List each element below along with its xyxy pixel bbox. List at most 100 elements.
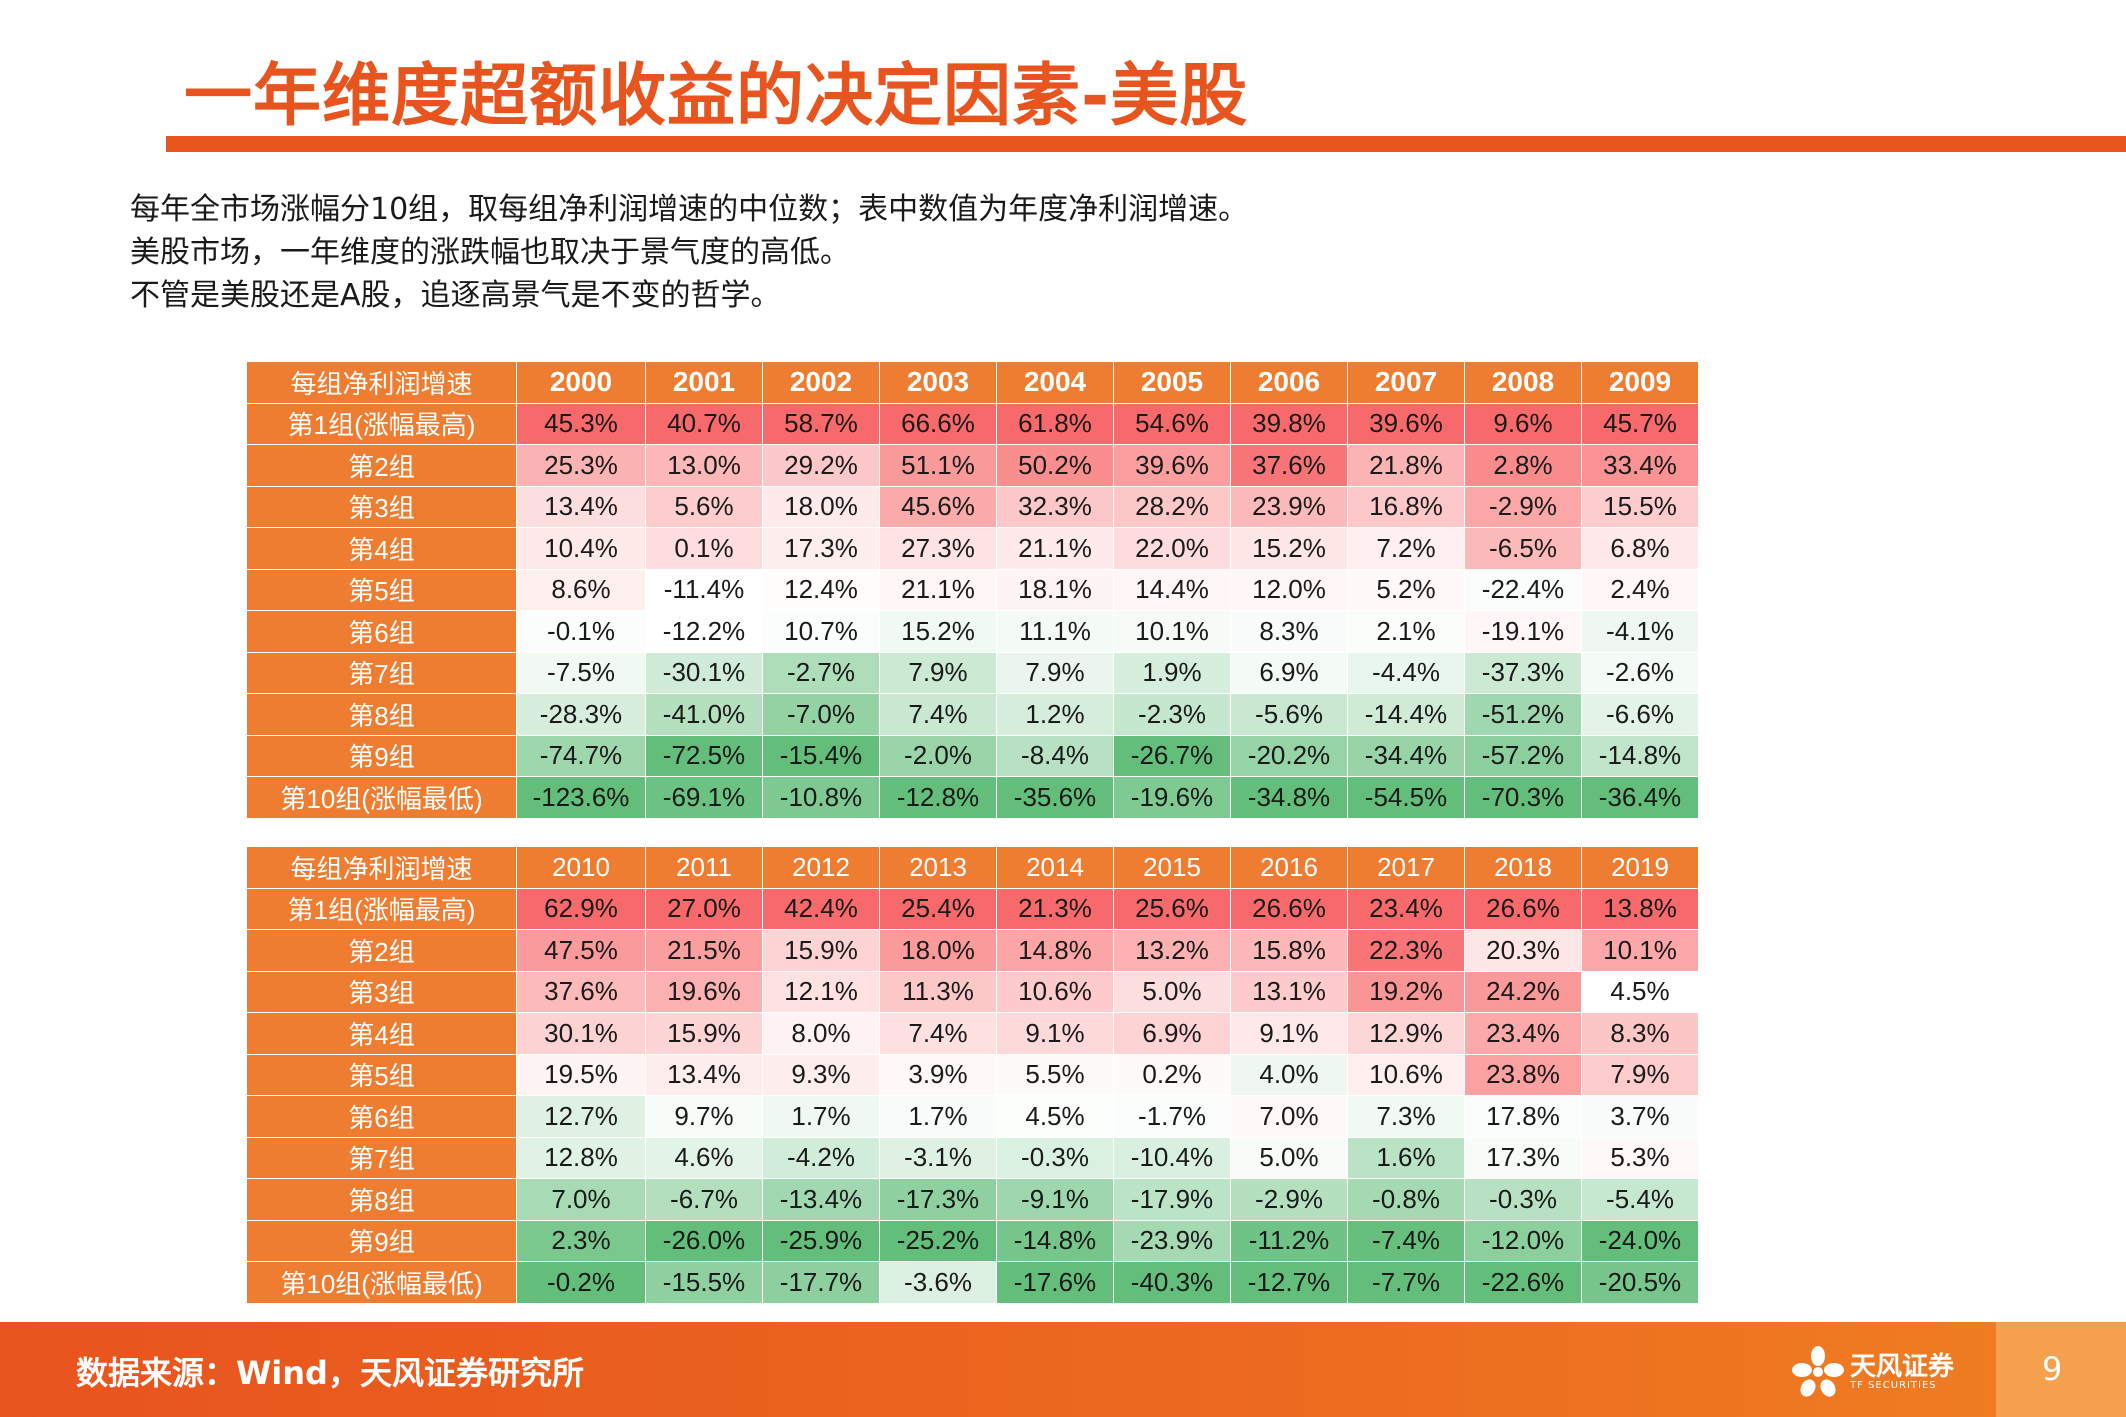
growth-cell: -4.2% [762, 1136, 880, 1179]
growth-cell: 5.6% [645, 485, 763, 528]
growth-cell: -26.7% [1113, 734, 1231, 777]
year-header: 2008 [1464, 361, 1582, 404]
growth-cell: 8.3% [1230, 610, 1348, 653]
year-header: 2017 [1347, 846, 1465, 889]
table-row: 第3组 37.6% 19.6% 12.1% 11.3% 10.6% 5.0% 13.1% 19.… [246, 970, 1699, 1013]
growth-cell: 5.2% [1347, 568, 1465, 611]
growth-cell: -7.0% [762, 693, 880, 736]
growth-cell: -25.9% [762, 1219, 880, 1262]
year-header: 2018 [1464, 846, 1582, 889]
intro-line-3: 不管是美股还是A股，追逐高景气是不变的哲学。 [130, 278, 781, 313]
table-row: 第10组(涨幅最低) -123.6% -69.1% -10.8% -12.8% -35.6… [246, 776, 1699, 819]
growth-cell: -6.5% [1464, 527, 1582, 570]
table-row: 第8组 7.0% -6.7% -13.4% -17.3% -9.1% -17.9% -2.9%… [246, 1178, 1699, 1221]
growth-cell: -11.4% [645, 568, 763, 611]
growth-cell: 21.1% [879, 568, 997, 611]
growth-cell: -17.9% [1113, 1178, 1231, 1221]
year-header: 2012 [762, 846, 880, 889]
growth-cell: 27.3% [879, 527, 997, 570]
growth-cell: 47.5% [516, 929, 646, 972]
title-underline [166, 136, 2126, 152]
growth-cell: 10.7% [762, 610, 880, 653]
growth-cell: -17.3% [879, 1178, 997, 1221]
growth-cell: 2.4% [1581, 568, 1699, 611]
growth-cell: -70.3% [1464, 776, 1582, 819]
growth-cell: -5.4% [1581, 1178, 1699, 1221]
year-header: 2011 [645, 846, 763, 889]
year-header: 2001 [645, 361, 763, 404]
growth-cell: -69.1% [645, 776, 763, 819]
heatmap-table-2000-2009: 每组净利润增速 2000 2001 2002 2003 2004 2005 2006 2007 2… [246, 361, 1699, 819]
growth-cell: 15.2% [1230, 527, 1348, 570]
year-header: 2005 [1113, 361, 1231, 404]
growth-cell: 27.0% [645, 887, 763, 930]
growth-cell: 14.8% [996, 929, 1114, 972]
growth-cell: -35.6% [996, 776, 1114, 819]
brand-name-en: TF SECURITIES [1850, 1380, 1937, 1391]
growth-cell: 45.7% [1581, 402, 1699, 445]
group-label: 第6组 [246, 1095, 517, 1138]
growth-cell: 17.3% [762, 527, 880, 570]
growth-cell: -15.5% [645, 1261, 763, 1304]
growth-cell: 13.8% [1581, 887, 1699, 930]
growth-cell: 18.0% [879, 929, 997, 972]
growth-cell: 12.7% [516, 1095, 646, 1138]
growth-cell: 8.0% [762, 1012, 880, 1055]
growth-cell: 50.2% [996, 444, 1114, 487]
table-row: 第3组 13.4% 5.6% 18.0% 45.6% 32.3% 28.2% 23.9% 16.… [246, 485, 1699, 528]
corner-header: 每组净利润增速 [246, 846, 517, 889]
intro-line-1: 每年全市场涨幅分10组，取每组净利润增速的中位数；表中数值为年度净利润增速。 [130, 192, 1249, 227]
growth-cell: 1.2% [996, 693, 1114, 736]
growth-cell: 18.0% [762, 485, 880, 528]
year-header: 2015 [1113, 846, 1231, 889]
growth-cell: -0.2% [516, 1261, 646, 1304]
table-row: 第7组 -7.5% -30.1% -2.7% 7.9% 7.9% 1.9% 6.9% -4.4%… [246, 651, 1699, 694]
growth-cell: 26.6% [1230, 887, 1348, 930]
group-label: 第1组(涨幅最高) [246, 402, 517, 445]
growth-cell: 21.5% [645, 929, 763, 972]
group-label: 第3组 [246, 970, 517, 1013]
table-row: 第9组 -74.7% -72.5% -15.4% -2.0% -8.4% -26.7% -20… [246, 734, 1699, 777]
year-header: 2000 [516, 361, 646, 404]
growth-cell: 4.5% [1581, 970, 1699, 1013]
growth-cell: -12.2% [645, 610, 763, 653]
growth-cell: 62.9% [516, 887, 646, 930]
growth-cell: 58.7% [762, 402, 880, 445]
growth-cell: -7.4% [1347, 1219, 1465, 1262]
growth-cell: -2.9% [1230, 1178, 1348, 1221]
growth-cell: 8.6% [516, 568, 646, 611]
table-row: 第8组 -28.3% -41.0% -7.0% 7.4% 1.2% -2.3% -5.6% -1… [246, 693, 1699, 736]
group-label: 第1组(涨幅最高) [246, 887, 517, 930]
growth-cell: -2.0% [879, 734, 997, 777]
table-header-row: 每组净利润增速 2010 2011 2012 2013 2014 2015 2016 2017 2… [246, 846, 1699, 889]
growth-cell: 7.9% [996, 651, 1114, 694]
growth-cell: -17.6% [996, 1261, 1114, 1304]
growth-cell: 26.6% [1464, 887, 1582, 930]
growth-cell: 6.8% [1581, 527, 1699, 570]
growth-cell: 7.0% [1230, 1095, 1348, 1138]
growth-cell: -36.4% [1581, 776, 1699, 819]
growth-cell: 10.6% [1347, 1053, 1465, 1096]
growth-cell: -6.6% [1581, 693, 1699, 736]
growth-cell: -3.1% [879, 1136, 997, 1179]
group-label: 第10组(涨幅最低) [246, 776, 517, 819]
growth-cell: -20.5% [1581, 1261, 1699, 1304]
page-number: 9 [2042, 1350, 2063, 1388]
growth-cell: -74.7% [516, 734, 646, 777]
growth-cell: 10.6% [996, 970, 1114, 1013]
growth-cell: 22.0% [1113, 527, 1231, 570]
growth-cell: -8.4% [996, 734, 1114, 777]
growth-cell: 6.9% [1230, 651, 1348, 694]
growth-cell: 15.9% [645, 1012, 763, 1055]
year-header: 2016 [1230, 846, 1348, 889]
growth-cell: 7.2% [1347, 527, 1465, 570]
growth-cell: 61.8% [996, 402, 1114, 445]
growth-cell: 15.8% [1230, 929, 1348, 972]
growth-cell: 54.6% [1113, 402, 1231, 445]
table-row: 第2组 47.5% 21.5% 15.9% 18.0% 14.8% 13.2% 15.8% 22… [246, 929, 1699, 972]
growth-cell: -11.2% [1230, 1219, 1348, 1262]
growth-cell: -12.0% [1464, 1219, 1582, 1262]
group-label: 第9组 [246, 734, 517, 777]
growth-cell: 13.1% [1230, 970, 1348, 1013]
growth-cell: 19.5% [516, 1053, 646, 1096]
